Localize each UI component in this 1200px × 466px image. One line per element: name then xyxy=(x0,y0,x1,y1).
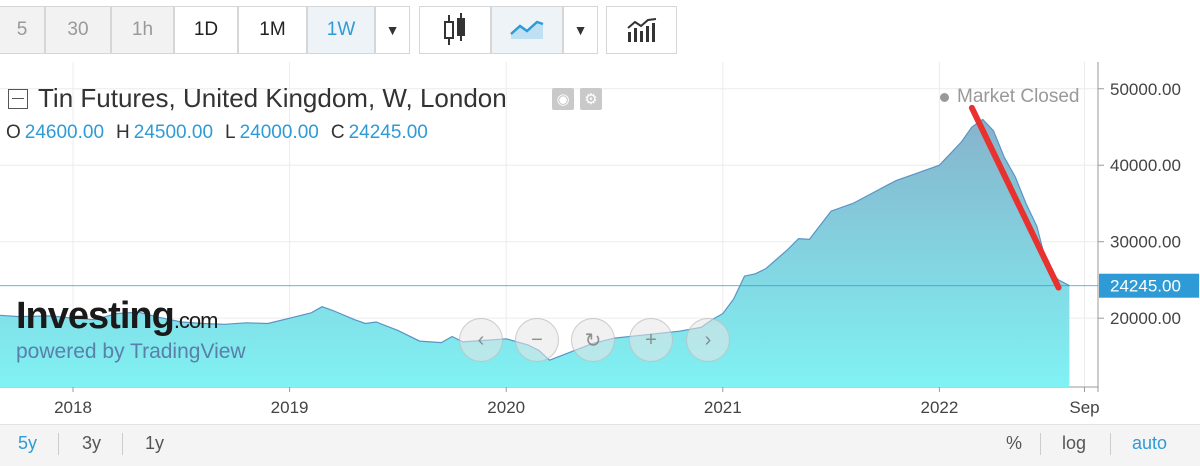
legend-actions: ◉ ⚙ xyxy=(552,88,602,110)
scroll-right-button[interactable]: › xyxy=(686,318,730,362)
divider xyxy=(1040,433,1041,455)
watermark: Investing.com powered by TradingView xyxy=(16,295,246,364)
divider xyxy=(58,433,59,455)
candlestick-icon xyxy=(444,13,465,45)
ohlc-low: L 24000.00 xyxy=(225,122,319,143)
interval-1w-button[interactable]: 1W xyxy=(307,6,375,54)
ohlc-close: C 24245.00 xyxy=(330,122,428,143)
range-1y-button[interactable]: 1y xyxy=(145,433,165,453)
bottom-bar: 5y 3y 1y % log auto xyxy=(0,424,1200,466)
x-tick-label: 2021 xyxy=(704,398,742,417)
interval-dropdown-button[interactable]: ▼ xyxy=(375,6,410,54)
reset-button[interactable]: ↻ xyxy=(571,318,615,362)
market-status: Market Closed xyxy=(940,86,1080,108)
interval-1m-button[interactable]: 1M xyxy=(238,6,307,54)
ohlc-open: O 24600.00 xyxy=(6,122,105,143)
chevron-right-icon: › xyxy=(704,328,712,351)
percent-scale-button[interactable]: % xyxy=(1006,433,1023,453)
y-tick-label: 50000.00 xyxy=(1110,80,1181,99)
gear-icon[interactable]: ⚙ xyxy=(580,88,602,110)
x-tick-label: 2018 xyxy=(54,398,92,417)
powered-by-label: powered by TradingView xyxy=(16,340,246,363)
area-chart-button[interactable] xyxy=(491,6,563,54)
minus-icon: − xyxy=(531,328,543,351)
collapse-legend-icon[interactable] xyxy=(8,88,28,109)
plus-icon: + xyxy=(645,328,657,351)
time-axis: 2018 2019 2020 2021 2022 Sep xyxy=(54,387,1100,417)
range-5y-button[interactable]: 5y xyxy=(18,433,38,453)
y-tick-label: 30000.00 xyxy=(1110,233,1181,252)
log-scale-button[interactable]: log xyxy=(1062,433,1087,453)
last-price-label: 24245.00 xyxy=(1110,277,1181,296)
y-tick-label: 40000.00 xyxy=(1110,156,1181,175)
ohlc-values: O 24600.00 H 24500.00 L 24000.00 C 24245.00 xyxy=(6,122,428,144)
chart-type-dropdown-button[interactable]: ▼ xyxy=(563,6,598,54)
range-3y-button[interactable]: 3y xyxy=(82,433,102,453)
refresh-icon: ↻ xyxy=(584,329,602,352)
x-tick-label: 2020 xyxy=(487,398,525,417)
zoom-out-button[interactable]: − xyxy=(515,318,559,362)
y-tick-label: 20000.00 xyxy=(1110,309,1181,328)
zoom-in-button[interactable]: + xyxy=(629,318,673,362)
eye-icon[interactable]: ◉ xyxy=(552,88,574,110)
interval-30-button[interactable]: 30 xyxy=(45,6,111,54)
divider xyxy=(122,433,123,455)
status-dot-icon xyxy=(940,92,949,102)
interval-5-button[interactable]: 5 xyxy=(0,6,45,54)
legend-title: Tin Futures, United Kingdom, W, London xyxy=(8,83,507,114)
interval-1d-button[interactable]: 1D xyxy=(174,6,238,54)
x-tick-label: 2019 xyxy=(271,398,309,417)
chevron-down-icon: ▼ xyxy=(385,22,400,38)
chevron-left-icon: ‹ xyxy=(477,328,485,351)
last-price-badge xyxy=(1099,273,1199,298)
indicators-icon xyxy=(626,18,656,42)
divider xyxy=(1110,433,1111,455)
symbol-title: Tin Futures, United Kingdom, W, London xyxy=(38,83,507,113)
auto-scale-button[interactable]: auto xyxy=(1132,433,1168,453)
x-tick-label: Sep xyxy=(1069,398,1099,417)
candlestick-chart-button[interactable] xyxy=(419,6,491,54)
toolbar: 5 30 1h 1D 1M 1W ▼ ▼ xyxy=(0,0,1200,62)
investing-logo: Investing.com xyxy=(16,295,218,337)
price-axis: 50000.00 40000.00 30000.00 20000.00 24245.00 xyxy=(1098,80,1199,328)
ohlc-high: H 24500.00 xyxy=(116,122,214,143)
indicators-button[interactable] xyxy=(606,6,677,54)
x-tick-label: 2022 xyxy=(920,398,958,417)
market-status-label: Market Closed xyxy=(957,86,1080,107)
trend-annotation xyxy=(968,104,1062,291)
interval-1h-button[interactable]: 1h xyxy=(111,6,174,54)
chevron-down-icon: ▼ xyxy=(573,22,588,38)
scroll-left-button[interactable]: ‹ xyxy=(459,318,503,362)
price-area xyxy=(0,119,1070,387)
area-chart-icon xyxy=(510,20,544,39)
